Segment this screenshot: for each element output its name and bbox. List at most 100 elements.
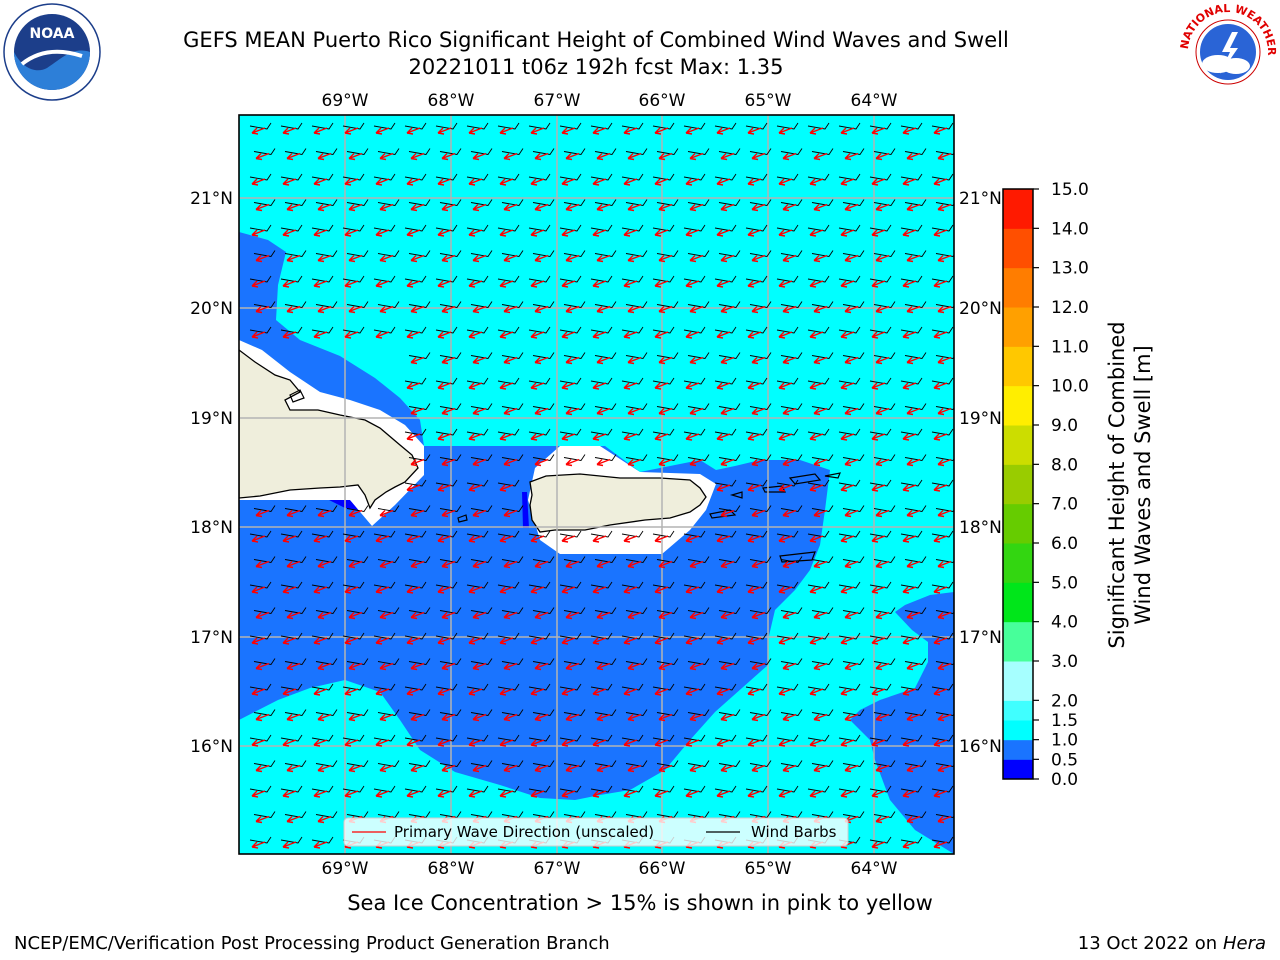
wind-barb xyxy=(718,607,741,614)
wind-barb xyxy=(253,760,276,767)
wind-barb xyxy=(311,785,334,793)
wave-direction-arrow xyxy=(410,611,425,620)
wave-direction-arrow xyxy=(747,535,762,543)
wave-direction-arrow xyxy=(716,229,731,237)
colorbar-tick-label: 3.0 xyxy=(1051,652,1078,672)
colorbar-tick-label: 4.0 xyxy=(1051,613,1078,633)
wind-barb xyxy=(373,224,396,232)
wind-barb xyxy=(501,352,524,359)
wind-barb xyxy=(842,250,865,257)
wave-direction-arrow xyxy=(313,790,328,798)
wave-direction-arrow xyxy=(313,535,328,543)
wind-barb xyxy=(656,454,679,461)
wave-direction-arrow xyxy=(348,611,363,620)
wind-barb xyxy=(470,760,493,767)
colorbar-segment xyxy=(1003,720,1033,741)
colorbar-tick-label: 14.0 xyxy=(1051,219,1089,239)
wind-barb xyxy=(315,709,338,716)
wind-barb xyxy=(404,377,427,385)
wave-direction-arrow xyxy=(871,637,886,645)
wind-barb xyxy=(621,173,644,181)
wind-barb xyxy=(749,250,772,257)
wind-barb xyxy=(718,199,741,206)
wave-direction-arrow xyxy=(654,739,669,747)
wind-barb xyxy=(687,199,710,206)
wave-direction-arrow xyxy=(685,790,700,798)
wave-direction-arrow xyxy=(627,611,642,620)
wave-direction-arrow xyxy=(689,713,704,722)
wind-barb xyxy=(249,836,272,844)
wind-barb xyxy=(342,530,365,538)
wind-barb xyxy=(501,760,524,767)
wave-direction-arrow xyxy=(809,739,824,747)
wave-direction-arrow xyxy=(937,713,952,722)
wave-direction-arrow xyxy=(937,203,952,212)
wind-barb xyxy=(931,173,954,181)
wave-direction-arrow xyxy=(747,484,762,492)
wave-direction-arrow xyxy=(809,637,824,645)
map-frame xyxy=(238,114,955,855)
wind-barb xyxy=(408,709,431,716)
wind-barb xyxy=(621,275,644,283)
wind-barb xyxy=(683,683,706,691)
wind-barb xyxy=(594,199,617,206)
wind-barb xyxy=(873,658,896,665)
wave-direction-arrow xyxy=(596,662,611,671)
wave-direction-arrow xyxy=(375,739,390,747)
wave-direction-arrow xyxy=(844,203,859,212)
wave-direction-arrow xyxy=(565,662,580,671)
wind-barb xyxy=(683,173,706,181)
wave-direction-arrow xyxy=(782,305,797,314)
wind-barb xyxy=(253,301,276,308)
wave-direction-arrow xyxy=(375,688,390,696)
wave-direction-arrow xyxy=(871,229,886,237)
wind-barb xyxy=(253,607,276,614)
wave-direction-arrow xyxy=(561,637,576,645)
wave-direction-arrow xyxy=(313,637,328,645)
wind-barb xyxy=(931,581,954,589)
wave-direction-arrow xyxy=(751,356,766,365)
colorbar-segment xyxy=(1003,189,1033,229)
wave-direction-arrow xyxy=(565,305,580,314)
wind-barb xyxy=(931,122,954,130)
wave-direction-arrow xyxy=(561,535,576,543)
wind-barb xyxy=(718,148,741,155)
wave-direction-arrow xyxy=(840,586,855,594)
wind-barb xyxy=(904,352,927,359)
wave-direction-arrow xyxy=(375,331,390,339)
wind-barb xyxy=(280,632,303,640)
wave-direction-arrow xyxy=(410,407,425,416)
wave-direction-arrow xyxy=(286,305,301,314)
wind-barb xyxy=(807,224,830,232)
wind-barb xyxy=(621,581,644,589)
wave-direction-arrow xyxy=(689,152,704,161)
wave-direction-arrow xyxy=(813,713,828,722)
wave-direction-arrow xyxy=(592,637,607,645)
wave-direction-arrow xyxy=(813,764,828,773)
wind-barb xyxy=(377,607,400,614)
wind-barb xyxy=(342,224,365,232)
wind-barb xyxy=(439,505,462,512)
wave-direction-arrow xyxy=(747,790,762,798)
wind-barb xyxy=(439,301,462,308)
wind-barb xyxy=(935,151,954,155)
wave-direction-arrow xyxy=(344,790,359,798)
wave-direction-arrow xyxy=(286,815,301,824)
wind-barb xyxy=(931,275,954,283)
wind-barb xyxy=(718,760,741,767)
wave-direction-arrow xyxy=(906,815,921,824)
wave-direction-arrow xyxy=(782,254,797,263)
wave-direction-arrow xyxy=(437,127,452,135)
wind-barb xyxy=(311,836,334,844)
wave-direction-arrow xyxy=(902,688,917,696)
wave-direction-arrow xyxy=(716,790,731,798)
wave-direction-arrow xyxy=(685,586,700,594)
wind-barb xyxy=(466,479,489,487)
wave-direction-arrow xyxy=(317,509,332,518)
wind-barb xyxy=(621,530,644,538)
wind-barb xyxy=(559,428,582,436)
wave-direction-arrow xyxy=(716,433,731,441)
lon-label: 65°W xyxy=(745,91,792,111)
wave-direction-arrow xyxy=(658,356,673,365)
wave-direction-arrow xyxy=(348,713,363,722)
